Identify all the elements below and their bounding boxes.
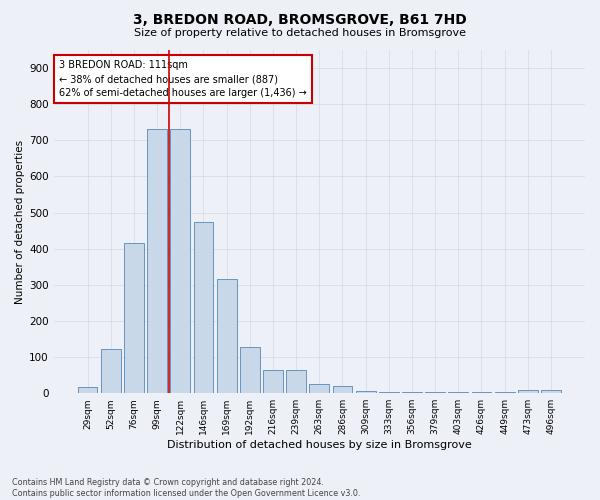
Bar bbox=[124, 244, 144, 393]
Bar bbox=[448, 392, 468, 393]
Bar bbox=[101, 349, 121, 393]
Bar bbox=[78, 386, 97, 393]
Text: 3, BREDON ROAD, BROMSGROVE, B61 7HD: 3, BREDON ROAD, BROMSGROVE, B61 7HD bbox=[133, 12, 467, 26]
X-axis label: Distribution of detached houses by size in Bromsgrove: Distribution of detached houses by size … bbox=[167, 440, 472, 450]
Bar bbox=[148, 130, 167, 393]
Bar bbox=[170, 130, 190, 393]
Bar bbox=[472, 392, 491, 393]
Bar bbox=[286, 370, 306, 393]
Text: Size of property relative to detached houses in Bromsgrove: Size of property relative to detached ho… bbox=[134, 28, 466, 38]
Bar bbox=[240, 347, 260, 393]
Bar bbox=[495, 392, 515, 393]
Bar bbox=[310, 384, 329, 393]
Bar bbox=[402, 392, 422, 393]
Y-axis label: Number of detached properties: Number of detached properties bbox=[15, 140, 25, 304]
Bar bbox=[379, 392, 398, 393]
Bar bbox=[541, 390, 561, 393]
Bar bbox=[356, 390, 376, 393]
Bar bbox=[425, 392, 445, 393]
Bar bbox=[263, 370, 283, 393]
Bar bbox=[518, 390, 538, 393]
Text: 3 BREDON ROAD: 111sqm
← 38% of detached houses are smaller (887)
62% of semi-det: 3 BREDON ROAD: 111sqm ← 38% of detached … bbox=[59, 60, 307, 98]
Text: Contains HM Land Registry data © Crown copyright and database right 2024.
Contai: Contains HM Land Registry data © Crown c… bbox=[12, 478, 361, 498]
Bar bbox=[194, 222, 214, 393]
Bar bbox=[332, 386, 352, 393]
Bar bbox=[217, 280, 236, 393]
